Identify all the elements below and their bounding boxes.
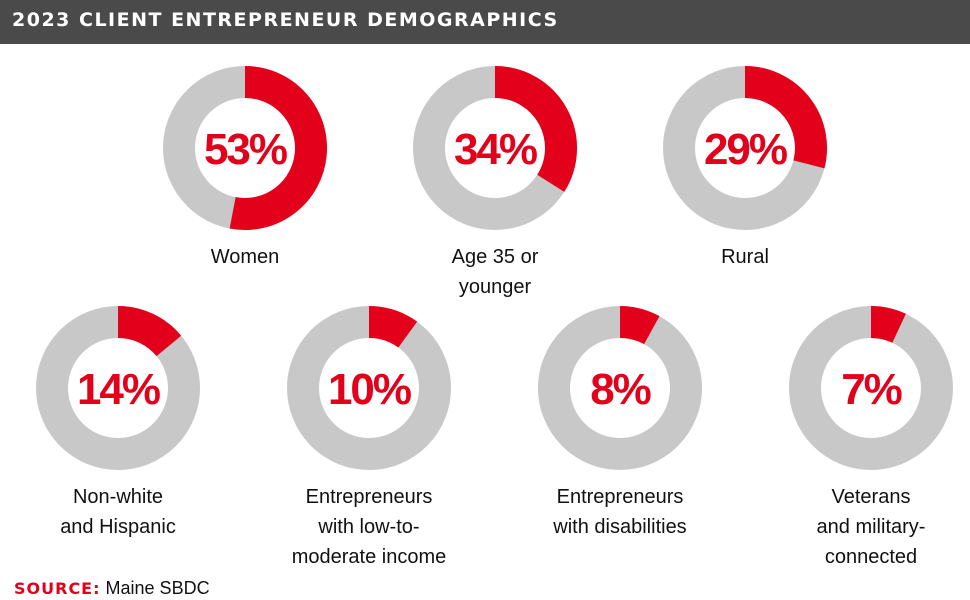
donut-chart: 10%: [287, 306, 451, 470]
donut-value-arc: [744, 66, 827, 169]
donut-item: 53% Women: [125, 64, 365, 272]
donut-chart: 34%: [413, 66, 577, 230]
donut-category-label-line: Entrepreneurs: [305, 486, 433, 508]
source-note: SOURCE: Maine SBDC: [14, 578, 210, 599]
donut-percent-label: 29%: [704, 125, 787, 174]
donut-category-label: Veterans and military-connected: [751, 482, 970, 572]
donut-category-label: Entrepreneurs with disabilities: [500, 482, 740, 542]
donut-category-label-line: Veterans: [831, 486, 911, 508]
donut-item: 14% Non-white and Hispanic: [0, 304, 238, 542]
donut-chart: 14%: [36, 306, 200, 470]
donut-value-arc: [229, 66, 327, 230]
donut-category-label-line: Non-white: [72, 486, 164, 508]
source-value: Maine SBDC: [105, 578, 210, 598]
donut-chart: 7%: [789, 306, 953, 470]
donut-percent-label: 14%: [77, 365, 160, 414]
donut-category-label: Rural: [625, 242, 865, 272]
donut-percent-label: 7%: [841, 365, 901, 414]
donut-category-label-line: connected: [824, 546, 918, 568]
donut-value-arc: [368, 306, 418, 348]
donut-item: 7% Veterans and military-connected: [751, 304, 970, 572]
donut-value-arc: [619, 306, 660, 345]
donut-category-label-line: with low-to-: [318, 516, 420, 538]
donut-value-arc: [494, 66, 577, 192]
donut-percent-label: 34%: [454, 125, 537, 174]
source-key: SOURCE:: [14, 579, 101, 598]
donut-category-label-line: younger: [458, 276, 532, 298]
donut-value-arc: [870, 306, 906, 344]
donut-percent-label: 53%: [204, 125, 287, 174]
donut-category-label-line: with disabilities: [553, 516, 687, 538]
page-title: 2023 CLIENT ENTREPRENEUR DEMOGRAPHICS: [12, 9, 559, 31]
donut-category-label-line: Rural: [721, 246, 769, 268]
donut-item: 10% Entrepreneurs with low-to-moderate inc…: [249, 304, 489, 572]
donut-category-label-line: Entrepreneurs: [556, 486, 684, 508]
donut-percent-label: 8%: [590, 365, 650, 414]
donut-category-label: Entrepreneurs with low-to-moderate income: [249, 482, 489, 572]
donut-category-label-line: moderate income: [291, 546, 447, 568]
donut-item: 29% Rural: [625, 64, 865, 272]
donut-category-label-line: Age 35 or: [451, 246, 539, 268]
donut-item: 8% Entrepreneurs with disabilities: [500, 304, 740, 542]
donut-percent-label: 10%: [328, 365, 411, 414]
donut-chart: 8%: [538, 306, 702, 470]
header-bar: 2023 CLIENT ENTREPRENEUR DEMOGRAPHICS: [0, 0, 970, 44]
donut-category-label-line: Women: [210, 246, 280, 268]
donut-category-label-line: and Hispanic: [60, 516, 176, 538]
donut-chart: 53%: [163, 66, 327, 230]
donut-category-label-line: and military-: [816, 516, 926, 538]
donut-chart: 29%: [663, 66, 827, 230]
donut-item: 34% Age 35 or younger: [375, 64, 615, 302]
donut-category-label: Age 35 or younger: [375, 242, 615, 302]
donut-category-label: Non-white and Hispanic: [0, 482, 238, 542]
donut-category-label: Women: [125, 242, 365, 272]
donut-value-arc: [117, 306, 182, 357]
